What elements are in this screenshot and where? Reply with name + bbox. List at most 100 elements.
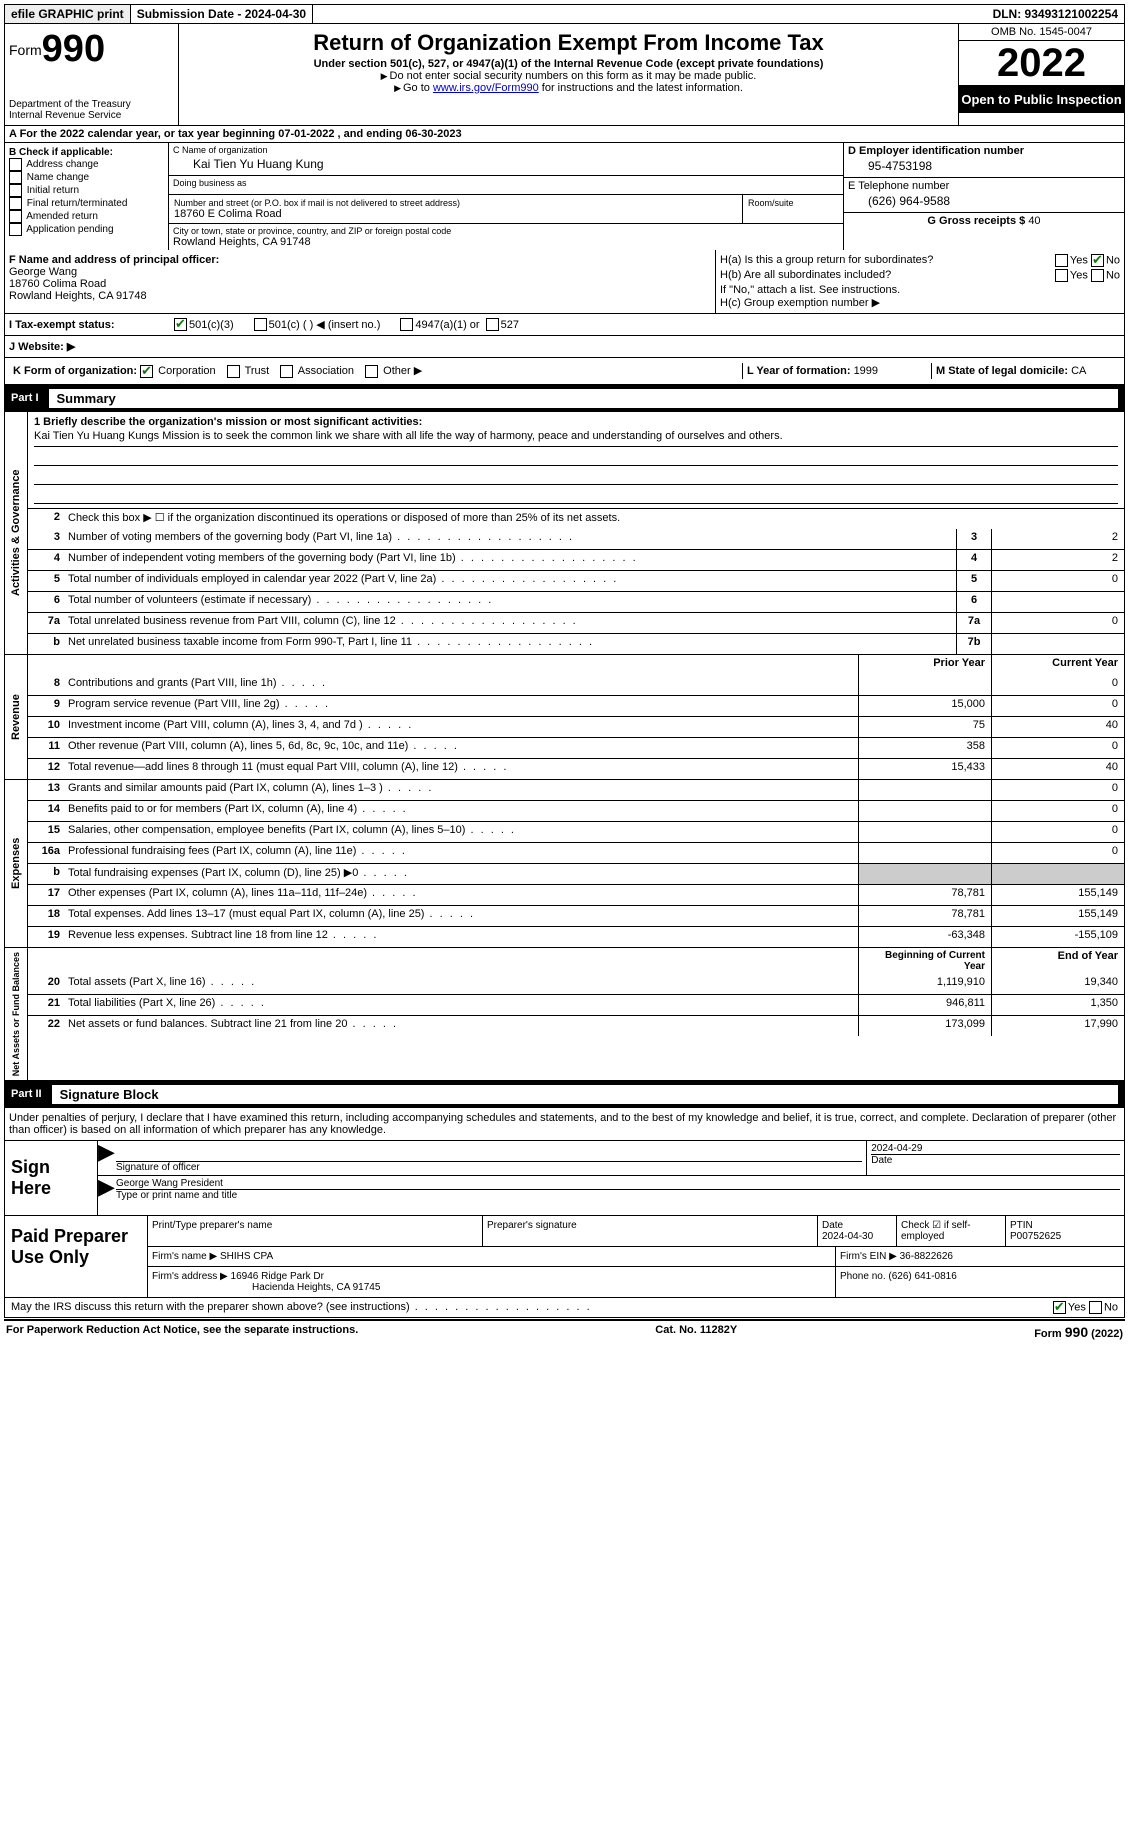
prior-year-val [858,843,991,863]
vtab-governance: Activities & Governance [5,412,28,654]
chk-final-return[interactable]: Final return/terminated [9,197,164,210]
chk-other[interactable] [365,365,378,378]
current-year-val: 40 [991,759,1124,779]
sig-triangle1: ▶ [98,1141,112,1175]
line-num: 9 [28,696,64,716]
chk-address-change[interactable]: Address change [9,158,164,171]
hb-label: H(b) Are all subordinates included? [720,269,1055,282]
prior-year-val [858,801,991,821]
current-year-val: 0 [991,843,1124,863]
line-num: 19 [28,927,64,947]
street-label: Number and street (or P.O. box if mail i… [174,198,737,208]
line-num: 5 [28,571,64,591]
summary-net-assets: Net Assets or Fund Balances Beginning of… [4,948,1125,1081]
line-desc: Program service revenue (Part VIII, line… [64,696,858,716]
line-val: 2 [991,529,1124,549]
mission-blank1 [34,447,1118,466]
ha-label: H(a) Is this a group return for subordin… [720,254,1055,267]
row-j-website: J Website: ▶ [4,336,1125,358]
form-number: Form990 [9,28,174,71]
dln: DLN: 93493121002254 [987,5,1124,23]
line-desc: Total number of volunteers (estimate if … [64,592,956,612]
hc-label: H(c) Group exemption number ▶ [720,296,1120,309]
line-val: 0 [991,613,1124,633]
line-num: 20 [28,974,64,994]
ptin-value: P00752625 [1010,1231,1120,1242]
part2-header: Part II Signature Block [4,1081,1125,1108]
line-desc: Total liabilities (Part X, line 26) [64,995,858,1015]
firm-addr-label: Firm's address ▶ [152,1271,228,1282]
line-box: 7b [956,634,991,654]
discuss-row: May the IRS discuss this return with the… [4,1298,1125,1318]
current-year-val: 0 [991,696,1124,716]
current-year-val: 40 [991,717,1124,737]
line2-num: 2 [28,509,64,529]
mission-label: 1 Briefly describe the organization's mi… [34,416,1118,428]
chk-trust[interactable] [227,365,240,378]
line-desc: Investment income (Part VIII, column (A)… [64,717,858,737]
website-label: J Website: ▶ [9,340,75,353]
irs-label: Internal Revenue Service [9,110,174,121]
chk-name-change[interactable]: Name change [9,171,164,184]
column-b: B Check if applicable: Address change Na… [5,143,169,250]
irs-link[interactable]: www.irs.gov/Form990 [433,82,539,94]
chk-assoc[interactable] [280,365,293,378]
na-blank-desc [64,948,858,974]
room-label: Room/suite [748,198,838,208]
dba-label: Doing business as [173,178,839,188]
line-num: 15 [28,822,64,842]
efile-print-button[interactable]: efile GRAPHIC print [5,5,131,23]
prep-self-employed: Check ☑ if self-employed [897,1216,1006,1246]
prior-year-val: 78,781 [858,885,991,905]
line-num: 7a [28,613,64,633]
na-blank-num [28,948,64,974]
gross-value: 40 [1028,215,1040,227]
hb-yes[interactable] [1055,269,1068,282]
chk-527[interactable] [486,318,499,331]
section-bcde: B Check if applicable: Address change Na… [4,143,1125,250]
sig-date: 2024-04-29 [871,1143,1120,1155]
chk-4947[interactable] [400,318,413,331]
chk-amended-return[interactable]: Amended return [9,210,164,223]
footer-right: Form 990 (2022) [1034,1324,1123,1340]
sig-name: George Wang President [116,1178,1120,1190]
ha-no[interactable] [1091,254,1104,267]
paid-preparer-label: Paid Preparer Use Only [5,1216,148,1297]
summary-governance: Activities & Governance 1 Briefly descri… [4,412,1125,655]
firm-addr1: 16946 Ridge Park Dr [231,1271,324,1282]
current-year-val: 19,340 [991,974,1124,994]
sig-officer-label: Signature of officer [116,1162,862,1173]
section-a: A For the 2022 calendar year, or tax yea… [4,126,1125,143]
line-box: 3 [956,529,991,549]
chk-corp[interactable] [140,365,153,378]
chk-501c3[interactable] [174,318,187,331]
phone-label: E Telephone number [848,180,1120,192]
line-desc: Total number of individuals employed in … [64,571,956,591]
chk-501c[interactable] [254,318,267,331]
discuss-no[interactable] [1089,1301,1102,1314]
line-num: 17 [28,885,64,905]
chk-initial-return[interactable]: Initial return [9,184,164,197]
firm-name-label: Firm's name ▶ [152,1251,217,1262]
form-subtitle: Under section 501(c), 527, or 4947(a)(1)… [187,58,950,70]
discuss-yes[interactable] [1053,1301,1066,1314]
prior-year-val: 946,811 [858,995,991,1015]
ha-yes[interactable] [1055,254,1068,267]
omb-number: OMB No. 1545-0047 [959,24,1124,41]
dba-value [173,188,839,192]
col-b-heading: B Check if applicable: [9,147,164,158]
hb-no[interactable] [1091,269,1104,282]
sign-here-block: Sign Here ▶ Signature of officer 2024-04… [4,1141,1125,1216]
prior-year-val: 173,099 [858,1016,991,1036]
line-val: 2 [991,550,1124,570]
ein-value: 95-4753198 [848,157,1120,175]
officer-addr2: Rowland Heights, CA 91748 [9,290,711,302]
footer-left: For Paperwork Reduction Act Notice, see … [6,1324,358,1340]
form-header: Form990 Department of the Treasury Inter… [4,24,1125,126]
line-num: 4 [28,550,64,570]
chk-app-pending[interactable]: Application pending [9,223,164,236]
current-year-val: 155,149 [991,906,1124,926]
prior-year-val: 15,433 [858,759,991,779]
top-bar: efile GRAPHIC print Submission Date - 20… [4,4,1125,24]
mission-text: Kai Tien Yu Huang Kungs Mission is to se… [34,428,1118,447]
